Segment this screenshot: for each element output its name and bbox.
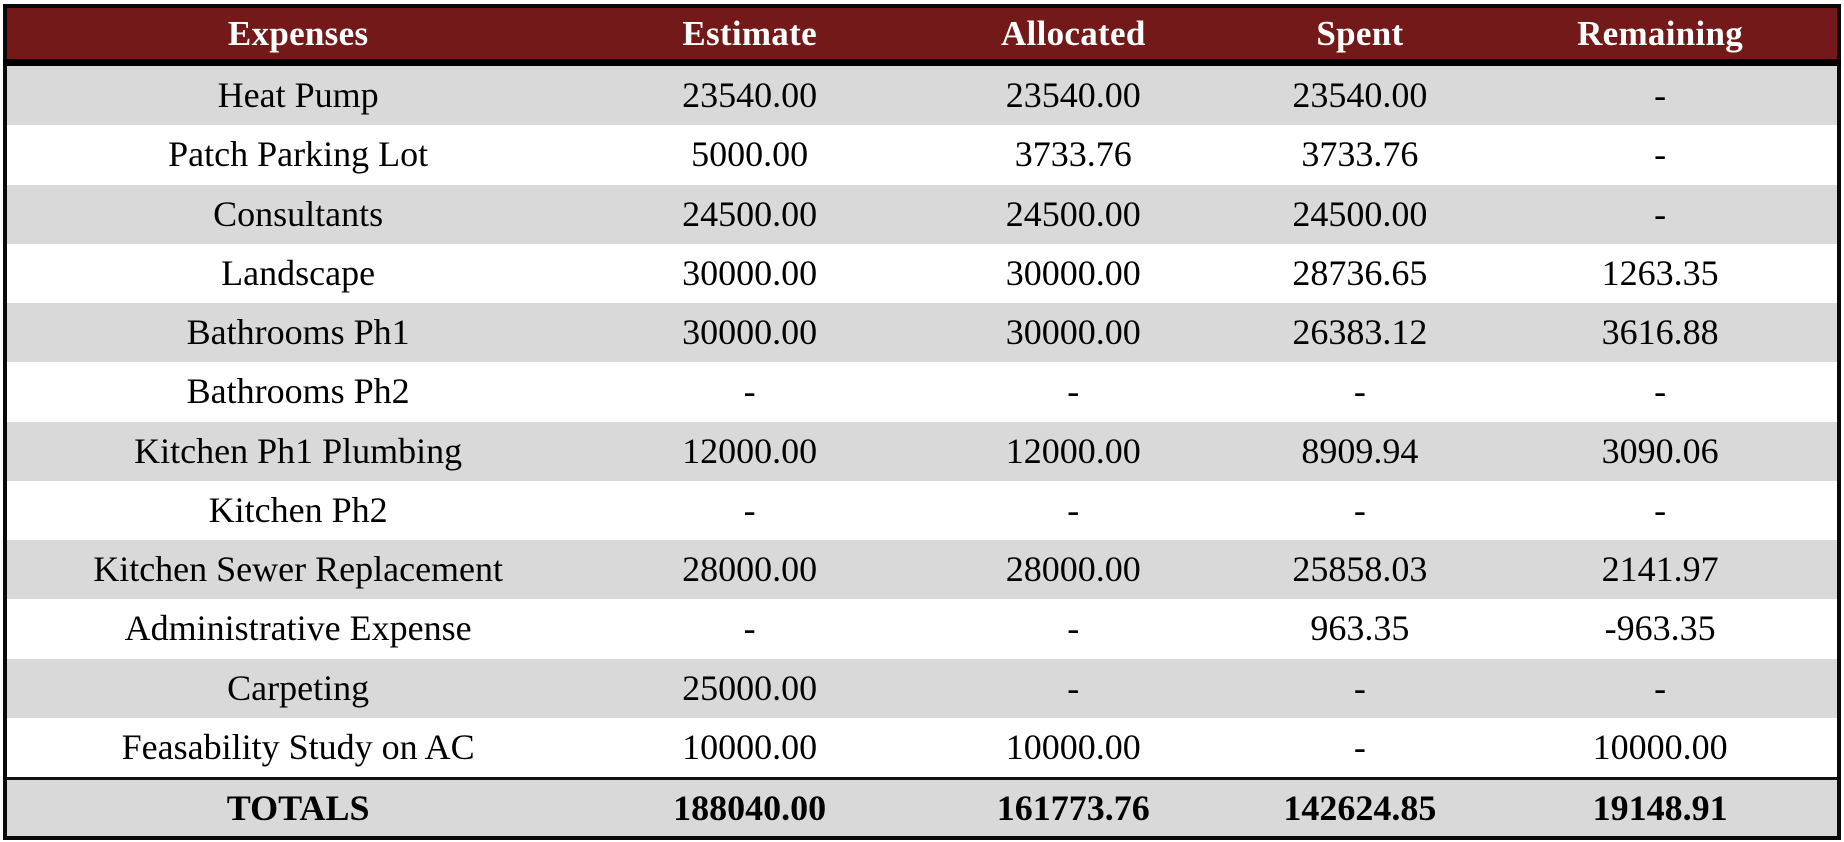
- allocated-cell: 28000.00: [909, 540, 1237, 600]
- estimate-cell: -: [589, 362, 910, 422]
- column-header-estimate: Estimate: [589, 6, 910, 66]
- column-header-remaining: Remaining: [1483, 6, 1839, 66]
- table-row: Feasability Study on AC 10000.00 10000.0…: [5, 717, 1839, 779]
- estimate-cell: 28000.00: [589, 540, 910, 600]
- remaining-cell: 3616.88: [1483, 303, 1839, 363]
- table-row: Landscape 30000.00 30000.00 28736.65 126…: [5, 243, 1839, 303]
- expense-name-cell: Kitchen Sewer Replacement: [5, 540, 590, 600]
- estimate-cell: -: [589, 480, 910, 540]
- spent-cell: -: [1236, 480, 1484, 540]
- allocated-cell: 10000.00: [909, 717, 1237, 779]
- table-row: Administrative Expense - - 963.35 -963.3…: [5, 599, 1839, 659]
- estimate-cell: 30000.00: [589, 303, 910, 363]
- estimate-cell: 23540.00: [589, 62, 910, 126]
- column-header-spent: Spent: [1236, 6, 1484, 66]
- spent-cell: 24500.00: [1236, 184, 1484, 244]
- table-row: Carpeting 25000.00 - - -: [5, 658, 1839, 718]
- estimate-cell: 5000.00: [589, 125, 910, 185]
- remaining-cell: -: [1483, 125, 1839, 185]
- allocated-cell: 3733.76: [909, 125, 1237, 185]
- expense-name-cell: Consultants: [5, 184, 590, 244]
- spent-cell: 8909.94: [1236, 421, 1484, 481]
- spent-cell: -: [1236, 717, 1484, 779]
- estimate-cell: 10000.00: [589, 717, 910, 779]
- estimate-cell: 12000.00: [589, 421, 910, 481]
- allocated-cell: -: [909, 480, 1237, 540]
- allocated-cell: 24500.00: [909, 184, 1237, 244]
- allocated-cell: -: [909, 658, 1237, 718]
- expense-budget-table: Expenses Estimate Allocated Spent Remain…: [3, 4, 1841, 840]
- spent-cell: 28736.65: [1236, 243, 1484, 303]
- spent-cell: 25858.03: [1236, 540, 1484, 600]
- allocated-cell: 12000.00: [909, 421, 1237, 481]
- table-row: Kitchen Sewer Replacement 28000.00 28000…: [5, 540, 1839, 600]
- total-estimate: 188040.00: [589, 777, 910, 838]
- allocated-cell: 30000.00: [909, 303, 1237, 363]
- table-row: Patch Parking Lot 5000.00 3733.76 3733.7…: [5, 125, 1839, 185]
- allocated-cell: -: [909, 362, 1237, 422]
- spent-cell: 3733.76: [1236, 125, 1484, 185]
- allocated-cell: -: [909, 599, 1237, 659]
- estimate-cell: -: [589, 599, 910, 659]
- totals-row: TOTALS 188040.00 161773.76 142624.85 191…: [5, 777, 1839, 838]
- estimate-cell: 25000.00: [589, 658, 910, 718]
- expense-name-cell: Feasability Study on AC: [5, 717, 590, 779]
- expense-name-cell: Kitchen Ph1 Plumbing: [5, 421, 590, 481]
- spent-cell: 23540.00: [1236, 62, 1484, 126]
- remaining-cell: -963.35: [1483, 599, 1839, 659]
- table-row: Bathrooms Ph2 - - - -: [5, 362, 1839, 422]
- estimate-cell: 24500.00: [589, 184, 910, 244]
- remaining-cell: 3090.06: [1483, 421, 1839, 481]
- expense-name-cell: Kitchen Ph2: [5, 480, 590, 540]
- spent-cell: 963.35: [1236, 599, 1484, 659]
- total-spent: 142624.85: [1236, 777, 1484, 838]
- expense-name-cell: Bathrooms Ph2: [5, 362, 590, 422]
- table-row: Heat Pump 23540.00 23540.00 23540.00 -: [5, 62, 1839, 126]
- expense-name-cell: Administrative Expense: [5, 599, 590, 659]
- table-row: Kitchen Ph1 Plumbing 12000.00 12000.00 8…: [5, 421, 1839, 481]
- table-row: Bathrooms Ph1 30000.00 30000.00 26383.12…: [5, 303, 1839, 363]
- remaining-cell: -: [1483, 62, 1839, 126]
- expense-name-cell: Heat Pump: [5, 62, 590, 126]
- estimate-cell: 30000.00: [589, 243, 910, 303]
- table-row: Consultants 24500.00 24500.00 24500.00 -: [5, 184, 1839, 244]
- remaining-cell: -: [1483, 362, 1839, 422]
- column-header-expenses: Expenses: [5, 6, 590, 66]
- table-row: Kitchen Ph2 - - - -: [5, 480, 1839, 540]
- table-header-row: Expenses Estimate Allocated Spent Remain…: [5, 6, 1839, 66]
- remaining-cell: 1263.35: [1483, 243, 1839, 303]
- spent-cell: -: [1236, 658, 1484, 718]
- remaining-cell: 2141.97: [1483, 540, 1839, 600]
- remaining-cell: -: [1483, 184, 1839, 244]
- allocated-cell: 30000.00: [909, 243, 1237, 303]
- column-header-allocated: Allocated: [909, 6, 1237, 66]
- expense-name-cell: Patch Parking Lot: [5, 125, 590, 185]
- expense-name-cell: Bathrooms Ph1: [5, 303, 590, 363]
- allocated-cell: 23540.00: [909, 62, 1237, 126]
- totals-label: TOTALS: [5, 777, 590, 838]
- spent-cell: -: [1236, 362, 1484, 422]
- remaining-cell: -: [1483, 658, 1839, 718]
- spent-cell: 26383.12: [1236, 303, 1484, 363]
- remaining-cell: -: [1483, 480, 1839, 540]
- total-remaining: 19148.91: [1483, 777, 1839, 838]
- expense-name-cell: Landscape: [5, 243, 590, 303]
- remaining-cell: 10000.00: [1483, 717, 1839, 779]
- total-allocated: 161773.76: [909, 777, 1237, 838]
- expense-name-cell: Carpeting: [5, 658, 590, 718]
